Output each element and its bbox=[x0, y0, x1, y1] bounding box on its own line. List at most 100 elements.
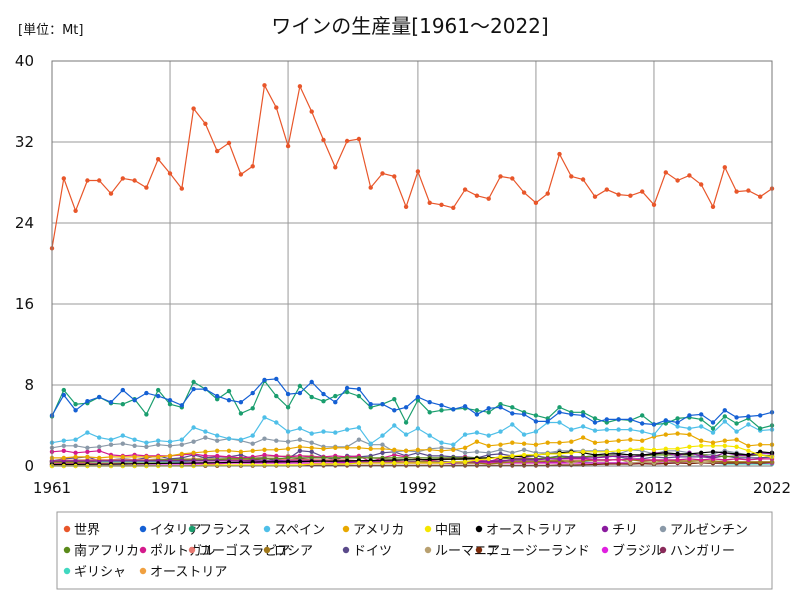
legend-label: ロシア bbox=[274, 544, 313, 559]
y-tick-label: 24 bbox=[15, 214, 34, 232]
data-point bbox=[439, 202, 444, 207]
data-point bbox=[545, 456, 550, 462]
data-point bbox=[179, 451, 184, 457]
data-point bbox=[108, 454, 114, 460]
data-point bbox=[297, 84, 303, 89]
data-point bbox=[344, 389, 350, 395]
data-point bbox=[262, 452, 267, 458]
x-axis-ticks: 1961 1971 1981 1992 2002 2012 2022 bbox=[33, 479, 791, 497]
data-point bbox=[474, 439, 480, 444]
data-point bbox=[592, 420, 598, 425]
data-point bbox=[722, 438, 727, 443]
data-point bbox=[191, 386, 196, 392]
legend-label: ハンガリー bbox=[670, 544, 735, 559]
data-point bbox=[557, 440, 562, 445]
data-point bbox=[321, 429, 326, 434]
data-point bbox=[344, 461, 350, 467]
legend-marker bbox=[188, 525, 196, 533]
x-tick-label: 2022 bbox=[753, 479, 791, 497]
data-point bbox=[297, 448, 303, 453]
data-point bbox=[510, 411, 515, 416]
data-point bbox=[167, 171, 173, 176]
data-point bbox=[640, 413, 645, 418]
legend-marker bbox=[601, 546, 609, 554]
data-point bbox=[215, 433, 220, 438]
data-point bbox=[156, 454, 161, 460]
data-point bbox=[415, 457, 421, 462]
data-point bbox=[498, 174, 503, 179]
data-point bbox=[486, 410, 491, 415]
data-point bbox=[191, 425, 196, 430]
data-point bbox=[734, 437, 739, 442]
data-point bbox=[616, 451, 621, 457]
data-point bbox=[486, 196, 491, 201]
data-point bbox=[533, 200, 539, 205]
data-point bbox=[403, 448, 409, 453]
data-point bbox=[61, 387, 66, 393]
data-point bbox=[144, 444, 149, 449]
y-tick-label: 0 bbox=[24, 457, 34, 475]
data-point bbox=[403, 457, 409, 463]
data-point bbox=[474, 457, 480, 463]
data-point bbox=[392, 174, 397, 179]
data-point bbox=[734, 421, 739, 426]
data-point bbox=[285, 405, 291, 410]
data-point bbox=[557, 420, 562, 425]
data-point bbox=[179, 186, 184, 191]
data-point bbox=[403, 204, 409, 209]
data-point bbox=[85, 458, 90, 464]
data-point bbox=[521, 441, 527, 446]
data-point bbox=[533, 457, 539, 463]
data-point bbox=[380, 171, 385, 176]
data-point bbox=[675, 446, 680, 451]
data-point bbox=[73, 458, 78, 464]
data-point bbox=[97, 394, 102, 400]
data-point bbox=[297, 437, 303, 442]
legend-label: イタリア bbox=[150, 523, 201, 538]
data-point bbox=[262, 462, 267, 468]
data-point bbox=[120, 176, 126, 181]
data-point bbox=[651, 447, 657, 452]
data-point bbox=[675, 457, 680, 463]
x-tick-label: 2002 bbox=[517, 479, 555, 497]
data-point bbox=[758, 194, 763, 199]
data-point bbox=[120, 458, 126, 464]
legend-marker bbox=[188, 546, 196, 554]
data-point bbox=[215, 148, 220, 154]
data-point bbox=[144, 454, 149, 460]
series-line bbox=[51, 378, 773, 426]
legend-marker bbox=[342, 525, 350, 533]
data-point bbox=[545, 451, 550, 457]
data-point bbox=[758, 426, 763, 431]
data-point bbox=[663, 446, 668, 451]
legend-label: アメリカ bbox=[353, 523, 404, 538]
data-point bbox=[144, 185, 149, 190]
data-point bbox=[734, 415, 739, 420]
data-point bbox=[73, 443, 78, 448]
legend-marker bbox=[659, 546, 667, 554]
data-point bbox=[415, 398, 421, 403]
data-point bbox=[61, 448, 66, 453]
legend-label: 南アフリカ bbox=[74, 543, 139, 559]
data-point bbox=[699, 417, 704, 422]
data-point bbox=[274, 420, 279, 425]
grid bbox=[52, 61, 772, 466]
data-point bbox=[498, 458, 503, 464]
data-point bbox=[285, 143, 291, 149]
data-point bbox=[415, 426, 421, 431]
data-point bbox=[486, 433, 491, 438]
data-point bbox=[510, 450, 515, 455]
data-point bbox=[746, 188, 751, 193]
data-point bbox=[250, 390, 255, 396]
chart-title: ワインの生産量[1961～2022] bbox=[271, 14, 548, 38]
data-point bbox=[309, 394, 314, 400]
data-point bbox=[97, 455, 102, 461]
data-point bbox=[392, 447, 397, 452]
data-point bbox=[580, 413, 586, 418]
data-point bbox=[215, 397, 220, 402]
data-point bbox=[510, 176, 515, 181]
data-point bbox=[734, 444, 739, 449]
data-point bbox=[675, 416, 680, 421]
legend-marker bbox=[659, 525, 667, 533]
